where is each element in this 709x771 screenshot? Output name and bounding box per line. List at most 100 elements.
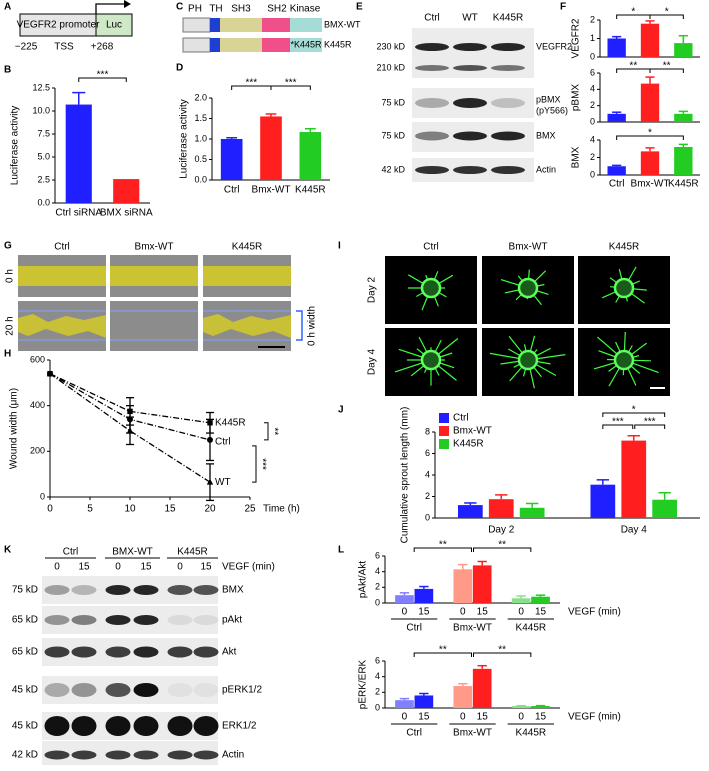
blot-band (167, 615, 193, 625)
bar (472, 565, 492, 603)
panel-label: F (560, 2, 566, 13)
bar (511, 598, 531, 603)
bar (453, 569, 473, 603)
y-tick-label: 0 (40, 491, 45, 501)
bar (65, 104, 92, 203)
legend-label: K445R (453, 439, 484, 450)
y-axis-label: Cumulative sprout length (mm) (400, 407, 411, 544)
legend-swatch (439, 439, 449, 449)
y-axis-label: pERK/ERK (358, 659, 369, 709)
y-tick-label: 6 (425, 448, 430, 458)
kinase-domain (290, 18, 322, 32)
wound-gap (110, 266, 198, 286)
y-tick-label: 2.5 (37, 174, 50, 184)
bar (113, 179, 140, 203)
blot-band (71, 716, 97, 736)
y-tick-label: 4 (590, 84, 595, 94)
protein-label: pERK1/2 (222, 685, 262, 696)
bar (220, 139, 243, 180)
protein-label: BMX (222, 585, 244, 596)
y-tick-label: 400 (30, 400, 45, 410)
significance-label: * (665, 7, 669, 18)
domain-diagram: PH TH SH3 SH2 Kinase *K445R BMX-WT K445R (182, 4, 361, 53)
x-tick-label: 15 (535, 712, 547, 723)
blot-band (415, 131, 449, 141)
bar (395, 700, 414, 708)
y-tick-label: 4 (375, 566, 380, 576)
blot-band (71, 615, 97, 625)
spheroid (613, 277, 635, 299)
y-tick-label: 4 (375, 671, 380, 681)
bar (640, 151, 660, 175)
x-tick-label: Day 2 (488, 525, 515, 536)
promoter-start: −225 (15, 42, 38, 53)
significance-label: ** (498, 645, 506, 656)
y-tick-label: 1 (590, 33, 595, 43)
tss-label: TSS (54, 42, 74, 53)
bar (674, 113, 693, 122)
protein-label: Actin (222, 750, 244, 761)
x-tick-label: 20 (204, 504, 216, 515)
blot-band (167, 716, 193, 736)
blot-band (415, 43, 449, 51)
blot-band (453, 43, 487, 51)
marker (206, 478, 214, 485)
blot-strip (42, 741, 218, 765)
x-axis-label: Time (h) (263, 504, 300, 515)
blot-band (71, 750, 97, 760)
width-label: 0 h width (307, 306, 318, 346)
y-tick-label: 10.0 (32, 105, 50, 115)
x-axis-label: VEGF (min) (568, 607, 621, 618)
x-tick-label: 0 (518, 712, 524, 723)
site-label: (pY566) (536, 105, 568, 115)
blot-band (491, 166, 525, 174)
panel-label: K (4, 545, 12, 556)
bar (457, 505, 483, 518)
group-label: K445R (516, 728, 547, 739)
y-tick-label: 6 (590, 67, 595, 77)
panel-label: E (356, 2, 363, 13)
x-tick-label: 0 (47, 504, 53, 515)
row-label: Day 2 (367, 277, 378, 304)
y-tick-label: 4 (425, 469, 430, 479)
bar (414, 588, 434, 603)
time-label: 0 (54, 562, 60, 573)
sprout (489, 335, 566, 389)
y-tick-label: 5.0 (37, 151, 50, 161)
bar (414, 695, 434, 708)
spheroid (517, 349, 539, 371)
significance-label: *** (612, 417, 624, 428)
group-label: Bmx-WT (453, 623, 492, 634)
panel-label: B (4, 65, 11, 76)
width-bracket (296, 310, 303, 341)
significance-label: ** (439, 540, 447, 551)
significance-label: *** (245, 78, 257, 89)
bar (511, 706, 531, 708)
bar (472, 668, 492, 708)
blot-band (167, 585, 193, 595)
series-label: Ctrl (215, 437, 231, 448)
bar (531, 706, 550, 708)
blot-band (105, 683, 131, 697)
y-axis-label: Wound width (μm) (9, 388, 20, 469)
sh2-domain (262, 18, 290, 32)
significance-bracket (413, 547, 472, 552)
blot-band (491, 131, 525, 141)
size-label: 75 kD (381, 97, 405, 107)
y-tick-label: 0 (590, 51, 595, 61)
y-tick-label: 0 (425, 512, 430, 522)
y-tick-label: 2 (375, 687, 380, 697)
y-tick-label: 2 (590, 152, 595, 162)
y-tick-label: 0 (375, 597, 380, 607)
panel-label: I (338, 241, 341, 252)
blot-band (193, 615, 219, 625)
y-tick-label: 6 (375, 655, 380, 665)
panel-label: J (338, 405, 344, 416)
domain-label: Kinase (290, 4, 321, 15)
y-tick-label: 0.5 (194, 154, 207, 164)
x-tick-label: 0 (402, 712, 408, 723)
x-tick-label: 15 (418, 607, 430, 618)
y-tick-label: 600 (30, 354, 45, 364)
blot-band (453, 98, 487, 108)
construct-wt (182, 17, 322, 33)
